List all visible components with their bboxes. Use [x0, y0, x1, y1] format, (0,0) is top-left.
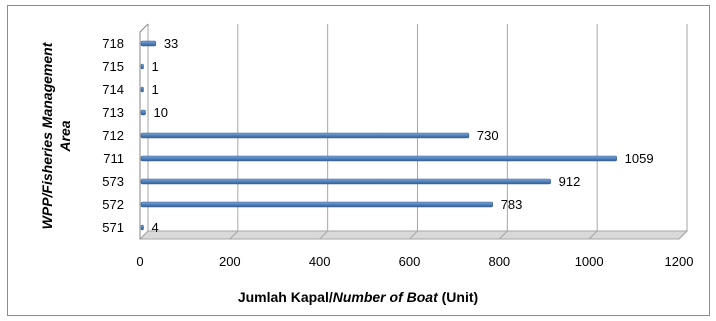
bar: [140, 109, 146, 116]
bar-body: [140, 224, 144, 231]
gridline-floor: [229, 230, 239, 240]
bar-body: [140, 178, 551, 185]
bar-value-label: 783: [501, 197, 523, 212]
bar-value-label: 730: [477, 128, 499, 143]
bar-value-label: 10: [153, 105, 167, 120]
data-labels: 4 783 912 1059 730 10 1 1 33: [152, 36, 654, 235]
gridline-floor: [409, 230, 418, 240]
x-tick-label: 0: [136, 254, 143, 269]
y-tick-label: 573: [102, 174, 124, 189]
bar: [140, 224, 144, 231]
bar-body: [140, 63, 144, 70]
y-tick-label: 713: [102, 105, 124, 120]
y-axis-depth-line: [139, 23, 149, 33]
x-tick-label: 800: [488, 254, 510, 269]
bar-body: [140, 132, 470, 139]
bar: [140, 178, 551, 185]
y-axis-title: WPP/Fisheries Management Area: [39, 41, 73, 229]
bar: [140, 63, 144, 70]
gridline-floor: [678, 230, 688, 240]
x-axis-title: Jumlah Kapal/Number of Boat (Unit): [238, 289, 478, 305]
bar: [140, 86, 144, 93]
bar-value-label: 33: [164, 36, 178, 51]
bar-body: [140, 86, 144, 93]
bar-value-label: 912: [559, 174, 581, 189]
x-tick-label: 200: [219, 254, 241, 269]
y-tick-label: 715: [102, 59, 124, 74]
gridline-floor: [588, 230, 598, 240]
y-tick-label: 714: [102, 82, 124, 97]
bar-value-label: 1059: [625, 151, 654, 166]
bar-value-label: 1: [152, 59, 159, 74]
x-tick-label: 1200: [665, 254, 694, 269]
bar-body: [140, 201, 493, 208]
chart-frame: 4 783 912 1059 730 10 1 1 33 571 572 573 711 712 713 7…: [7, 5, 710, 316]
y-tick-label: 571: [102, 220, 124, 235]
y-tick-label: 711: [103, 151, 124, 166]
bar-value-label: 4: [152, 220, 159, 235]
bar-value-label: 1: [152, 82, 159, 97]
y-axis-ticks: 571 572 573 711 712 713 714 715 718: [102, 36, 124, 235]
y-tick-label: 712: [102, 128, 124, 143]
gridlines: [138, 23, 689, 240]
bar-body: [140, 40, 157, 47]
x-tick-label: 1000: [575, 254, 604, 269]
bars: [140, 40, 617, 231]
bar-chart: 4 783 912 1059 730 10 1 1 33 571 572 573 711 712 713 7…: [39, 23, 693, 305]
x-tick-label: 600: [399, 254, 421, 269]
bar-body: [140, 109, 146, 116]
y-tick-label: 572: [102, 197, 124, 212]
bar: [140, 155, 617, 162]
gridline-floor: [319, 230, 329, 240]
bar: [140, 132, 470, 139]
bar-body: [140, 155, 617, 162]
bar: [140, 40, 157, 47]
x-axis-ticks: 0 200 400 600 800 1000 1200: [136, 254, 693, 269]
gridline-floor: [498, 230, 508, 240]
gridline-floor: [139, 230, 149, 240]
x-tick-label: 400: [309, 254, 331, 269]
y-tick-label: 718: [102, 36, 124, 51]
bar: [140, 201, 493, 208]
